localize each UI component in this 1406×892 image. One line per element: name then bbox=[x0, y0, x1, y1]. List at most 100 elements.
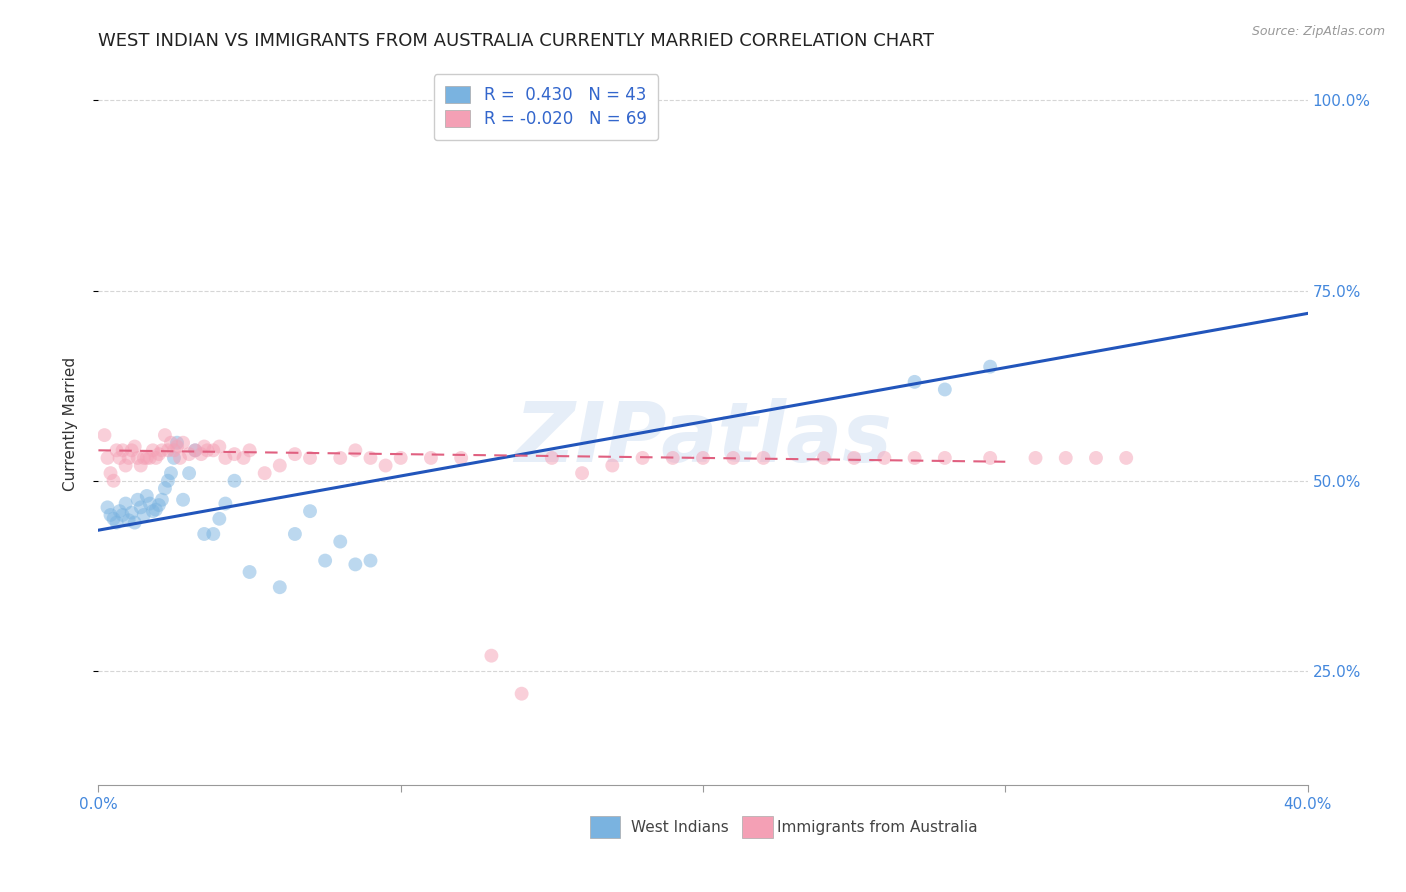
Point bbox=[214, 497, 236, 511]
Point bbox=[142, 504, 165, 518]
Point bbox=[111, 508, 134, 522]
Point bbox=[1054, 450, 1077, 465]
Point bbox=[100, 466, 122, 480]
Point bbox=[96, 450, 118, 465]
Point bbox=[934, 450, 956, 465]
Point bbox=[631, 450, 654, 465]
Point bbox=[360, 450, 382, 465]
Text: Immigrants from Australia: Immigrants from Australia bbox=[778, 821, 977, 835]
Point bbox=[284, 447, 307, 461]
Point bbox=[269, 580, 291, 594]
Point bbox=[93, 428, 115, 442]
Point bbox=[114, 458, 136, 473]
Point bbox=[153, 428, 176, 442]
Point bbox=[224, 447, 246, 461]
Point bbox=[420, 450, 443, 465]
Point bbox=[103, 512, 125, 526]
Point bbox=[142, 443, 165, 458]
Point bbox=[124, 440, 146, 454]
Point bbox=[105, 443, 128, 458]
Point bbox=[118, 513, 141, 527]
Point bbox=[166, 440, 188, 454]
Point bbox=[239, 565, 262, 579]
Text: WEST INDIAN VS IMMIGRANTS FROM AUSTRALIA CURRENTLY MARRIED CORRELATION CHART: WEST INDIAN VS IMMIGRANTS FROM AUSTRALIA… bbox=[98, 32, 935, 50]
Point bbox=[179, 466, 201, 480]
Point bbox=[156, 443, 179, 458]
Point bbox=[103, 474, 125, 488]
Point bbox=[184, 443, 207, 458]
Point bbox=[160, 466, 183, 480]
Point bbox=[1024, 450, 1046, 465]
Point bbox=[163, 450, 186, 465]
Point bbox=[145, 450, 167, 465]
Point bbox=[1085, 450, 1108, 465]
Point bbox=[100, 508, 122, 522]
Point bbox=[374, 458, 396, 473]
Point bbox=[132, 450, 155, 465]
Legend: R =  0.430   N = 43, R = -0.020   N = 69: R = 0.430 N = 43, R = -0.020 N = 69 bbox=[433, 74, 658, 140]
Text: ZIPatlas: ZIPatlas bbox=[515, 398, 891, 479]
Y-axis label: Currently Married: Currently Married bbox=[63, 357, 77, 491]
Text: Source: ZipAtlas.com: Source: ZipAtlas.com bbox=[1251, 25, 1385, 38]
Point bbox=[214, 450, 236, 465]
Point bbox=[184, 443, 207, 458]
Point bbox=[150, 492, 173, 507]
Point bbox=[481, 648, 503, 663]
Point bbox=[193, 440, 215, 454]
Point bbox=[540, 450, 562, 465]
Point bbox=[1115, 450, 1137, 465]
Point bbox=[121, 506, 143, 520]
Point bbox=[232, 450, 254, 465]
Point bbox=[118, 450, 141, 465]
Point bbox=[904, 450, 927, 465]
Point bbox=[813, 450, 835, 465]
Point bbox=[389, 450, 412, 465]
Point bbox=[108, 450, 131, 465]
Point bbox=[195, 443, 218, 458]
Point bbox=[329, 534, 352, 549]
Point bbox=[752, 450, 775, 465]
Point bbox=[202, 527, 225, 541]
Point bbox=[156, 474, 179, 488]
Point bbox=[127, 492, 149, 507]
Point bbox=[145, 502, 167, 516]
Point bbox=[172, 435, 194, 450]
Point bbox=[979, 359, 1001, 374]
Point bbox=[114, 497, 136, 511]
Point bbox=[129, 458, 152, 473]
Point bbox=[360, 553, 382, 567]
Point bbox=[253, 466, 276, 480]
Point bbox=[510, 687, 533, 701]
Point bbox=[169, 450, 191, 465]
Point bbox=[661, 450, 683, 465]
Point bbox=[166, 435, 188, 450]
Point bbox=[150, 443, 173, 458]
Point bbox=[111, 443, 134, 458]
Point bbox=[135, 450, 157, 465]
Point bbox=[139, 450, 162, 465]
Point bbox=[139, 497, 162, 511]
Point bbox=[163, 443, 186, 458]
Point bbox=[153, 481, 176, 495]
Point bbox=[129, 500, 152, 515]
Point bbox=[450, 450, 472, 465]
Point bbox=[132, 508, 155, 522]
Point bbox=[208, 440, 231, 454]
Point bbox=[135, 489, 157, 503]
Text: West Indians: West Indians bbox=[631, 821, 728, 835]
Point bbox=[602, 458, 624, 473]
Point bbox=[344, 558, 367, 572]
Point bbox=[108, 504, 131, 518]
Point bbox=[193, 527, 215, 541]
Point bbox=[873, 450, 896, 465]
Point bbox=[314, 553, 336, 567]
Point bbox=[284, 527, 307, 541]
Point bbox=[329, 450, 352, 465]
Point bbox=[148, 447, 170, 461]
Point bbox=[208, 512, 231, 526]
Point bbox=[692, 450, 714, 465]
Point bbox=[160, 435, 183, 450]
Point bbox=[124, 516, 146, 530]
Point bbox=[571, 466, 593, 480]
Point bbox=[239, 443, 262, 458]
